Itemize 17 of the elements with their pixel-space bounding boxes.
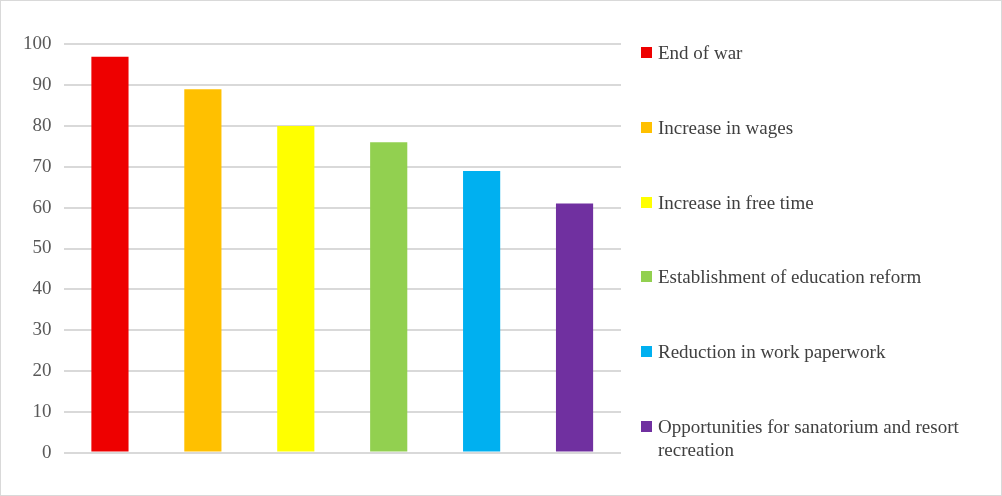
y-tick-label: 50	[32, 236, 52, 258]
legend-label: Reduction in work paperwork	[658, 340, 886, 364]
y-tick-label: 30	[32, 318, 52, 340]
y-tick-label: 80	[32, 114, 52, 136]
y-tick-label: 100	[23, 32, 52, 54]
legend-label: Establishment of education reform	[658, 265, 922, 289]
legend-label: Increase in wages	[658, 115, 794, 139]
y-tick-label: 40	[32, 277, 52, 299]
y-tick-label: 70	[32, 154, 52, 176]
y-tick-label: 60	[32, 195, 52, 217]
y-tick-label: 20	[32, 358, 52, 380]
legend-label: Opportunities for sanatorium and resort recreation	[658, 415, 960, 461]
y-tick-label: 10	[32, 399, 52, 421]
legend-label: End of war	[658, 41, 743, 64]
y-tick-label: 0	[42, 440, 52, 462]
legend-label: Increase in free time	[658, 190, 814, 214]
y-tick-label: 90	[32, 73, 52, 95]
